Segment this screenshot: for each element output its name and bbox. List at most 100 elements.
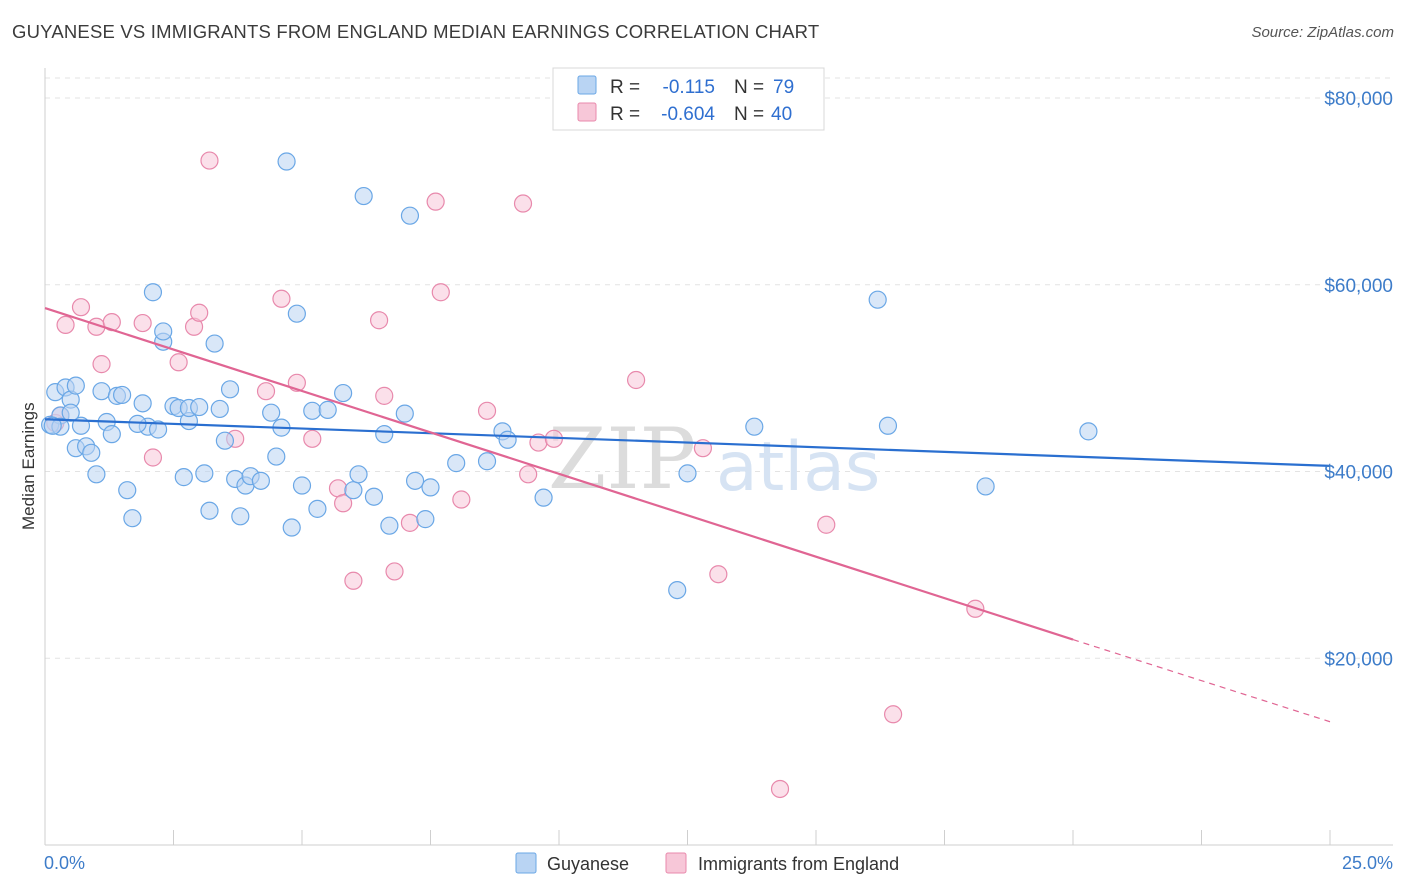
guyanese-point-71: [745, 417, 764, 436]
guyanese-point-14: [102, 425, 121, 444]
england-point-24: [400, 513, 420, 532]
guyanese-point-51: [318, 400, 337, 419]
legend-r-label-1: R =: [610, 77, 640, 98]
england-point-35: [770, 779, 790, 799]
england-point-12: [200, 151, 219, 170]
guyanese-point-70: [678, 464, 697, 483]
legend-n-value-1: 79: [773, 77, 794, 98]
england-point-26: [431, 283, 450, 302]
guyanese-point-68: [534, 488, 553, 507]
england-point-9: [169, 353, 188, 372]
england-point-2: [56, 315, 75, 335]
england-point-7: [133, 313, 152, 333]
guyanese-point-62: [416, 510, 435, 529]
guyanese-point-57: [375, 425, 394, 444]
guyanese-point-47: [287, 304, 306, 323]
guyanese-point-61: [405, 471, 425, 490]
guyanese-point-54: [349, 465, 368, 484]
x-tick-label-min: 0.0%: [44, 853, 85, 873]
guyanese-point-43: [267, 447, 286, 466]
england-point-5: [92, 355, 111, 374]
legend-r-value-1: -0.115: [663, 77, 715, 98]
guyanese-point-69: [668, 580, 687, 600]
y-tick-label-3: $80,000: [1324, 89, 1393, 110]
england-point-22: [375, 386, 394, 405]
guyanese-point-53: [344, 481, 363, 500]
guyanese-point-55: [354, 186, 373, 206]
legend-box: [552, 67, 825, 131]
england-point-32: [626, 370, 646, 390]
guyanese-point-12: [92, 382, 111, 401]
guyanese-point-56: [364, 487, 384, 506]
guyanese-point-72: [868, 290, 887, 309]
england-point-37: [883, 705, 903, 724]
guyanese-point-64: [447, 454, 466, 473]
correlation-legend: R = -0.115 N = 79 R = -0.604 N = 40: [552, 67, 825, 131]
guyanese-point-41: [251, 471, 270, 490]
trend-line-guyanese: [44, 418, 1331, 468]
watermark-zip: ZIP: [548, 410, 696, 508]
england-point-39: [513, 194, 533, 213]
guyanese-point-21: [143, 283, 163, 302]
bottom-legend-swatch-guyanese: [515, 852, 537, 874]
guyanese-point-60: [400, 206, 420, 225]
guyanese-point-16: [112, 385, 132, 405]
guyanese-point-18: [123, 509, 142, 528]
guyanese-point-74: [976, 477, 995, 496]
england-point-36: [817, 515, 836, 534]
guyanese-point-27: [174, 468, 193, 487]
guyanese-point-76: [43, 416, 62, 435]
guyanese-point-65: [477, 452, 497, 471]
guyanese-point-49: [303, 401, 322, 420]
guyanese-point-78: [61, 403, 80, 422]
legend-n-value-2: 40: [771, 104, 792, 125]
england-point-20: [344, 571, 363, 590]
guyanese-point-67: [498, 430, 517, 449]
guyanese-point-46: [282, 518, 301, 537]
y-tick-label-2: $60,000: [1324, 276, 1393, 297]
series-legend: Guyanese Immigrants from England: [515, 852, 899, 874]
guyanese-point-42: [262, 403, 281, 422]
guyanese-point-19: [133, 394, 152, 413]
england-point-23: [385, 562, 404, 581]
england-point-21: [370, 311, 389, 330]
guyanese-point-6: [66, 376, 85, 395]
guyanese-point-24: [154, 322, 173, 341]
guyanese-point-52: [334, 383, 353, 403]
england-point-29: [519, 465, 538, 484]
trend-lines: [44, 307, 1331, 723]
england-point-34: [709, 565, 728, 584]
england-point-17: [303, 429, 322, 448]
guyanese-point-75: [1079, 422, 1098, 441]
source-label: Source: ZipAtlas.com: [1251, 24, 1394, 41]
trend-line-england-extension: [1072, 639, 1331, 723]
guyanese-point-32: [200, 501, 219, 520]
england-point-8: [143, 448, 163, 467]
england-point-3: [71, 298, 91, 317]
guyanese-point-73: [878, 416, 898, 435]
legend-r-label-2: R =: [610, 104, 640, 125]
guyanese-point-59: [395, 404, 414, 423]
legend-swatch-blue: [577, 75, 597, 95]
guyanese-point-58: [380, 516, 399, 535]
guyanese-point-34: [210, 399, 229, 419]
watermark-atlas: atlas: [716, 428, 880, 507]
legend-n-label-2: N =: [734, 104, 764, 125]
england-point-14: [256, 382, 276, 401]
guyanese-point-38: [231, 507, 250, 526]
england-point-15: [272, 289, 291, 308]
bottom-legend-england: Immigrants from England: [698, 854, 899, 874]
series-guyanese: [41, 152, 1098, 600]
england-point-11: [190, 303, 209, 322]
y-axis-label: Median Earnings: [19, 402, 38, 530]
bottom-legend-guyanese: Guyanese: [547, 854, 629, 874]
england-point-19: [334, 494, 353, 513]
guyanese-point-36: [220, 380, 240, 399]
guyanese-point-33: [205, 334, 224, 353]
guyanese-point-11: [87, 465, 106, 484]
legend-swatch-pink: [577, 102, 597, 122]
guyanese-point-35: [215, 431, 234, 450]
legend-r-value-2: -0.604: [661, 104, 715, 125]
legend-n-label-1: N =: [734, 77, 764, 98]
